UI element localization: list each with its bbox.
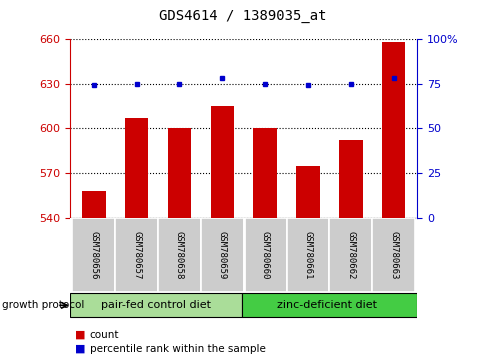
Bar [70,293,241,317]
Bar [210,106,234,218]
Bar [286,218,329,292]
Bar [371,218,414,292]
Bar [82,191,106,218]
Bar [115,218,158,292]
Bar [253,129,276,218]
Bar [158,218,200,292]
Text: GSM780661: GSM780661 [303,231,312,279]
Bar [329,218,371,292]
Text: GSM780657: GSM780657 [132,231,141,279]
Text: count: count [90,330,119,339]
Text: GSM780658: GSM780658 [175,231,183,279]
Bar [167,129,191,218]
Bar [241,293,416,317]
Bar [381,42,405,218]
Text: ■: ■ [75,344,86,354]
Text: GSM780656: GSM780656 [89,231,98,279]
Text: pair-fed control diet: pair-fed control diet [101,300,211,310]
Bar [200,218,243,292]
Bar [72,218,115,292]
Text: GSM780662: GSM780662 [346,231,354,279]
Text: GSM780659: GSM780659 [217,231,227,279]
Bar [338,140,362,218]
Text: growth protocol: growth protocol [2,300,85,310]
Text: ■: ■ [75,330,86,339]
Text: zinc-deficient diet: zinc-deficient diet [277,300,377,310]
Text: GDS4614 / 1389035_at: GDS4614 / 1389035_at [158,9,326,23]
Bar [125,118,148,218]
Bar [243,218,286,292]
Bar [296,166,319,218]
Text: GSM780663: GSM780663 [388,231,397,279]
Text: percentile rank within the sample: percentile rank within the sample [90,344,265,354]
Text: GSM780660: GSM780660 [260,231,269,279]
